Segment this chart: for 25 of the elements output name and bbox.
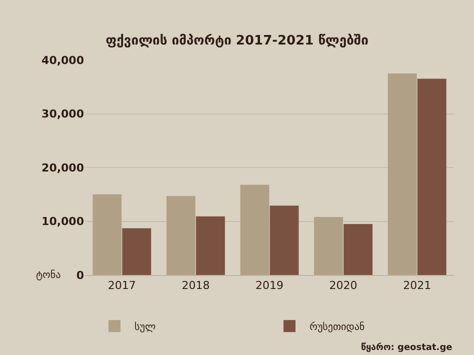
- bar: [92, 194, 122, 275]
- x-tick-label: 2021: [403, 279, 432, 292]
- x-tick-label: 2020: [329, 279, 358, 292]
- bar: [122, 228, 152, 275]
- y-tick-label: 10,000: [42, 215, 84, 228]
- bar: [166, 196, 196, 275]
- bar: [196, 216, 225, 275]
- x-tick-label: 2017: [108, 279, 136, 292]
- legend-label: რუსეთიდან: [310, 320, 365, 333]
- text: წყარო: geostat.ge: [361, 342, 452, 353]
- y-axis-title: ტონა: [36, 269, 61, 281]
- bar: [240, 184, 270, 275]
- chart-title: ფქვილის იმპორტი 2017-2021 წლებში: [106, 34, 368, 49]
- bar: [344, 224, 373, 275]
- legend-label: სულ: [134, 320, 156, 333]
- y-tick-label: 0: [76, 268, 84, 282]
- bar: [417, 78, 446, 275]
- x-tick-label: 2019: [256, 279, 284, 292]
- bar: [314, 216, 343, 275]
- y-tick-label: 30,000: [42, 108, 84, 121]
- x-tick-label: 2018: [182, 279, 210, 292]
- y-tick-label: 40,000: [42, 54, 84, 67]
- bar: [270, 206, 299, 275]
- bar: [388, 73, 417, 275]
- y-tick-label: 20,000: [42, 161, 84, 174]
